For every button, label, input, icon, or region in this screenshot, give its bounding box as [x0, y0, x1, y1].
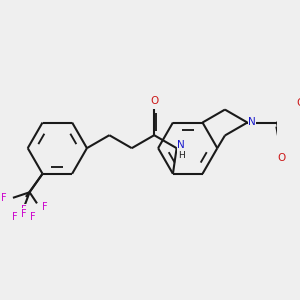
Text: F: F	[1, 193, 7, 203]
Text: F: F	[31, 212, 36, 222]
Text: F: F	[21, 205, 27, 215]
Text: F: F	[12, 212, 18, 222]
Text: O: O	[296, 98, 300, 108]
Text: N: N	[177, 140, 185, 150]
Text: O: O	[278, 153, 286, 163]
Text: F: F	[21, 208, 27, 218]
Text: N: N	[248, 117, 256, 127]
Text: F: F	[42, 202, 47, 212]
Text: H: H	[178, 151, 184, 160]
Text: O: O	[150, 96, 158, 106]
